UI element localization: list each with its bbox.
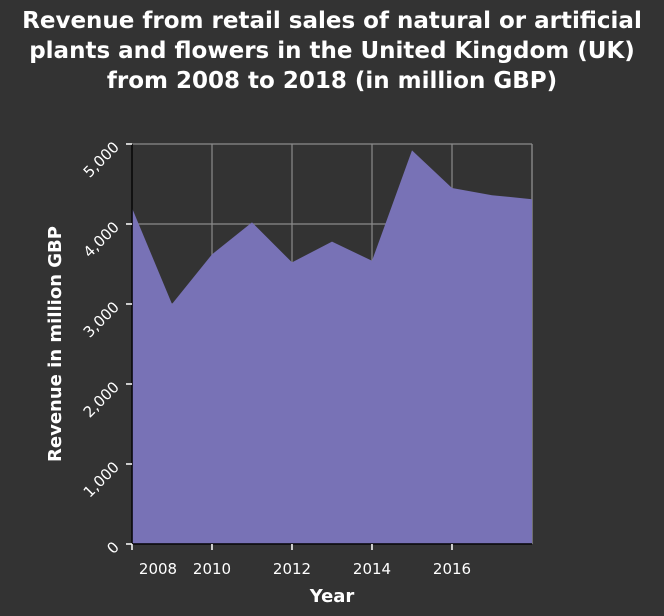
x-tick-label: 2010: [193, 560, 231, 578]
y-axis-label: Revenue in million GBP: [45, 226, 66, 462]
area-fill: [132, 150, 532, 544]
x-tick-label: 2014: [353, 560, 391, 578]
area-series: [131, 150, 533, 544]
y-tick-label: 3,000: [80, 298, 123, 341]
x-axis-label: Year: [309, 586, 355, 607]
y-tick-label: 4,000: [80, 218, 123, 261]
axes: [126, 143, 532, 550]
y-tick-label: 5,000: [80, 138, 123, 181]
chart-title: Revenue from retail sales of natural or …: [22, 8, 642, 94]
y-tick-label: 1,000: [80, 458, 123, 501]
x-tick-label: 2008: [139, 560, 177, 578]
x-tick-label: 2012: [273, 560, 311, 578]
y-tick-label: 0: [103, 538, 122, 557]
y-tick-label: 2,000: [80, 378, 123, 421]
x-tick-label: 2016: [433, 560, 471, 578]
